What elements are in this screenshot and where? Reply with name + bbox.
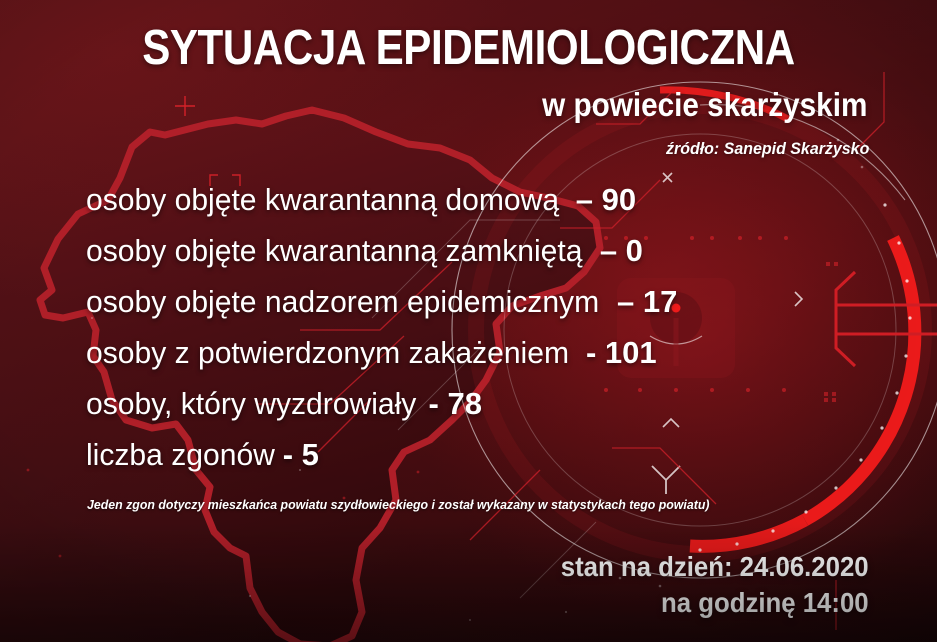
stat-label: osoby objęte nadzorem epidemicznym [86,284,600,319]
stat-value: – 90 [575,182,637,217]
circuit-lines [256,72,885,630]
stat-row-recovered: osoby, który wyzdrowiały - 78 [86,386,846,437]
hud-dot-ring [698,203,912,552]
corner-bracket [209,174,241,186]
map-silhouette [36,106,604,642]
stat-value: - 101 [585,335,657,370]
hud-target [451,81,937,588]
page-title: SYTUACJA EPIDEMIOLOGICZNA [142,21,795,75]
stat-label: osoby objęte kwarantanną zamkniętą [86,233,583,268]
stat-row-deaths: liczba zgonów - 5 [86,437,846,488]
stat-value: - 5 [282,437,319,472]
date-day: stan na dzień: 24.06.2020 [561,551,869,583]
stat-value: - 78 [428,386,482,421]
page-subtitle: w powiecie skarżyskim [541,86,867,123]
hud-chevrons [651,172,804,494]
stat-label: osoby, który wyzdrowiały [86,386,417,421]
stat-value: – 0 [599,233,643,268]
date-time: na godzinę 14:00 [661,586,869,618]
stat-label: liczba zgonów [86,437,275,472]
hud-reticle [617,278,735,378]
subtitle-block: w powiecie skarżyskim [506,88,867,121]
source-credit: źródło: Sanepid Skarżysko [665,139,869,158]
stat-row-epidemic-supervision: osoby objęte nadzorem epidemicznym – 17 [86,284,846,335]
stat-label: osoby z potwierdzonym zakażeniem [86,335,570,370]
stat-row-closed-quarantine: osoby objęte kwarantanną zamkniętą – 0 [86,233,846,284]
crosshair-marker [175,96,195,116]
statistics-list: osoby objęte kwarantanną domową – 90 oso… [86,182,846,488]
deaths-footnote: Jeden zgon dotyczy mieszkańca powiatu sz… [87,497,710,512]
stat-value: – 17 [617,284,678,319]
stat-label: osoby objęte kwarantanną domową [86,182,560,217]
source-block: źródło: Sanepid Skarżysko [653,139,869,159]
stat-row-confirmed-cases: osoby z potwierdzonym zakażeniem - 101 [86,335,846,386]
stat-row-home-quarantine: osoby objęte kwarantanną domową – 90 [86,182,846,233]
title-block: SYTUACJA EPIDEMIOLOGICZNA [0,24,937,73]
hud-bracket-right [834,270,937,368]
date-block: stan na dzień: 24.06.2020 na godzinę 14:… [534,549,869,620]
